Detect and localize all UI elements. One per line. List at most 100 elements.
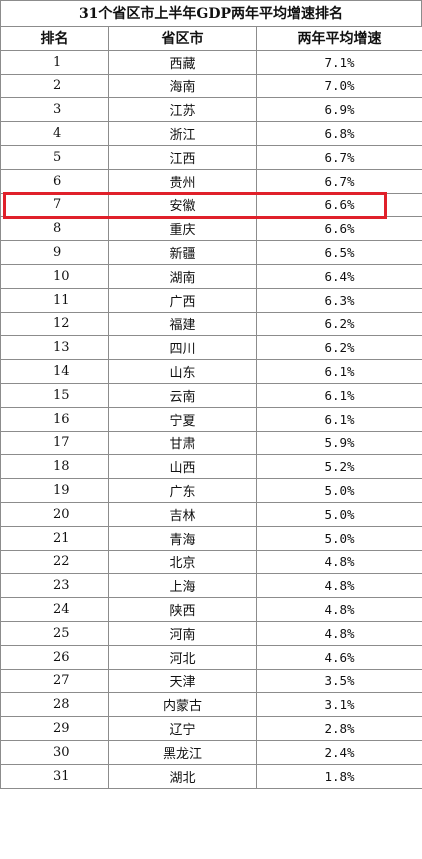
province-cell: 西藏 <box>108 49 257 75</box>
province-cell: 山西 <box>108 454 257 480</box>
rank-cell: 16 <box>0 406 109 432</box>
province-cell: 四川 <box>108 335 257 361</box>
rate-cell: 6.1% <box>256 382 422 408</box>
rank-cell: 2 <box>0 73 109 99</box>
table-title: 31个省区市上半年GDP两年平均增速排名 <box>0 0 422 26</box>
rate-cell: 4.8% <box>256 597 422 622</box>
rate-cell: 5.9% <box>256 430 422 456</box>
rate-cell: 6.1% <box>256 406 422 432</box>
province-cell: 宁夏 <box>108 406 257 432</box>
rank-cell: 26 <box>0 644 109 670</box>
province-cell: 重庆 <box>108 216 257 242</box>
province-cell: 上海 <box>108 573 257 599</box>
rate-cell: 6.6% <box>256 216 422 242</box>
rate-cell: 5.0% <box>256 525 422 551</box>
rate-cell: 6.7% <box>256 144 422 170</box>
rank-cell: 19 <box>0 478 109 503</box>
rate-cell: 6.8% <box>256 121 422 146</box>
rate-cell: 4.6% <box>256 644 422 670</box>
rate-cell: 3.1% <box>256 692 422 718</box>
rate-cell: 5.0% <box>256 501 422 527</box>
column-header-rate: 两年平均增速 <box>256 26 422 51</box>
table-row: 3 江苏 6.9% <box>0 97 422 123</box>
province-cell: 浙江 <box>108 121 257 146</box>
table-row: 1 西藏 7.1% <box>0 49 422 75</box>
table-row: 17 甘肃 5.9% <box>0 430 422 456</box>
table-row: 7 安徽 6.6% <box>0 192 422 218</box>
province-cell: 辽宁 <box>108 716 257 741</box>
rate-cell: 5.2% <box>256 454 422 480</box>
rank-cell: 17 <box>0 430 109 456</box>
rate-cell: 7.1% <box>256 49 422 75</box>
rank-cell: 20 <box>0 501 109 527</box>
province-cell: 云南 <box>108 382 257 408</box>
province-cell: 北京 <box>108 549 257 575</box>
rate-cell: 6.6% <box>256 192 422 218</box>
rank-cell: 28 <box>0 692 109 718</box>
rate-cell: 6.3% <box>256 287 422 313</box>
rank-cell: 15 <box>0 382 109 408</box>
rate-cell: 6.5% <box>256 240 422 265</box>
rate-cell: 7.0% <box>256 73 422 99</box>
column-header-rank: 排名 <box>0 26 109 51</box>
province-cell: 海南 <box>108 73 257 99</box>
province-cell: 福建 <box>108 311 257 337</box>
table-row: 8 重庆 6.6% <box>0 216 422 242</box>
table-row: 31 湖北 1.8% <box>0 763 422 789</box>
province-cell: 广西 <box>108 287 257 313</box>
column-header-province: 省区市 <box>108 26 257 51</box>
table-row: 20 吉林 5.0% <box>0 501 422 527</box>
table-row: 9 新疆 6.5% <box>0 240 422 265</box>
rate-cell: 4.8% <box>256 620 422 646</box>
table-row: 25 河南 4.8% <box>0 620 422 646</box>
province-cell: 甘肃 <box>108 430 257 456</box>
table-row: 29 辽宁 2.8% <box>0 716 422 741</box>
ranking-table: 排名 省区市 两年平均增速 1 西藏 7.1% 2 海南 7.0% 3 江苏 6.9% 4 浙江 6.… <box>0 26 422 789</box>
rate-cell: 3.5% <box>256 668 422 694</box>
rank-cell: 27 <box>0 668 109 694</box>
rank-cell: 23 <box>0 573 109 599</box>
province-cell: 贵州 <box>108 168 257 194</box>
rank-cell: 5 <box>0 144 109 170</box>
header-row: 排名 省区市 两年平均增速 <box>0 26 422 51</box>
table-row: 27 天津 3.5% <box>0 668 422 694</box>
province-cell: 新疆 <box>108 240 257 265</box>
province-cell: 河北 <box>108 644 257 670</box>
rank-cell: 6 <box>0 168 109 194</box>
rank-cell: 18 <box>0 454 109 480</box>
rank-cell: 7 <box>0 192 109 218</box>
province-cell: 广东 <box>108 478 257 503</box>
rate-cell: 1.8% <box>256 763 422 789</box>
rate-cell: 6.7% <box>256 168 422 194</box>
table-row: 23 上海 4.8% <box>0 573 422 599</box>
province-cell: 湖南 <box>108 263 257 289</box>
table-row: 16 宁夏 6.1% <box>0 406 422 432</box>
table-row: 14 山东 6.1% <box>0 359 422 384</box>
rank-cell: 12 <box>0 311 109 337</box>
table-row: 5 江西 6.7% <box>0 144 422 170</box>
table-row: 10 湖南 6.4% <box>0 263 422 289</box>
province-cell: 吉林 <box>108 501 257 527</box>
table-row: 19 广东 5.0% <box>0 478 422 503</box>
rank-cell: 3 <box>0 97 109 123</box>
province-cell: 河南 <box>108 620 257 646</box>
rank-cell: 22 <box>0 549 109 575</box>
rate-cell: 6.4% <box>256 263 422 289</box>
rate-cell: 6.2% <box>256 335 422 361</box>
rank-cell: 1 <box>0 49 109 75</box>
table-row: 18 山西 5.2% <box>0 454 422 480</box>
table-row: 11 广西 6.3% <box>0 287 422 313</box>
rank-cell: 31 <box>0 763 109 789</box>
province-cell: 内蒙古 <box>108 692 257 718</box>
rank-cell: 10 <box>0 263 109 289</box>
rank-cell: 11 <box>0 287 109 313</box>
rank-cell: 24 <box>0 597 109 622</box>
table-row: 4 浙江 6.8% <box>0 121 422 146</box>
table-row: 30 黑龙江 2.4% <box>0 739 422 765</box>
table-row: 2 海南 7.0% <box>0 73 422 99</box>
rank-cell: 13 <box>0 335 109 361</box>
rank-cell: 25 <box>0 620 109 646</box>
rate-cell: 4.8% <box>256 573 422 599</box>
province-cell: 陕西 <box>108 597 257 622</box>
table-row: 6 贵州 6.7% <box>0 168 422 194</box>
